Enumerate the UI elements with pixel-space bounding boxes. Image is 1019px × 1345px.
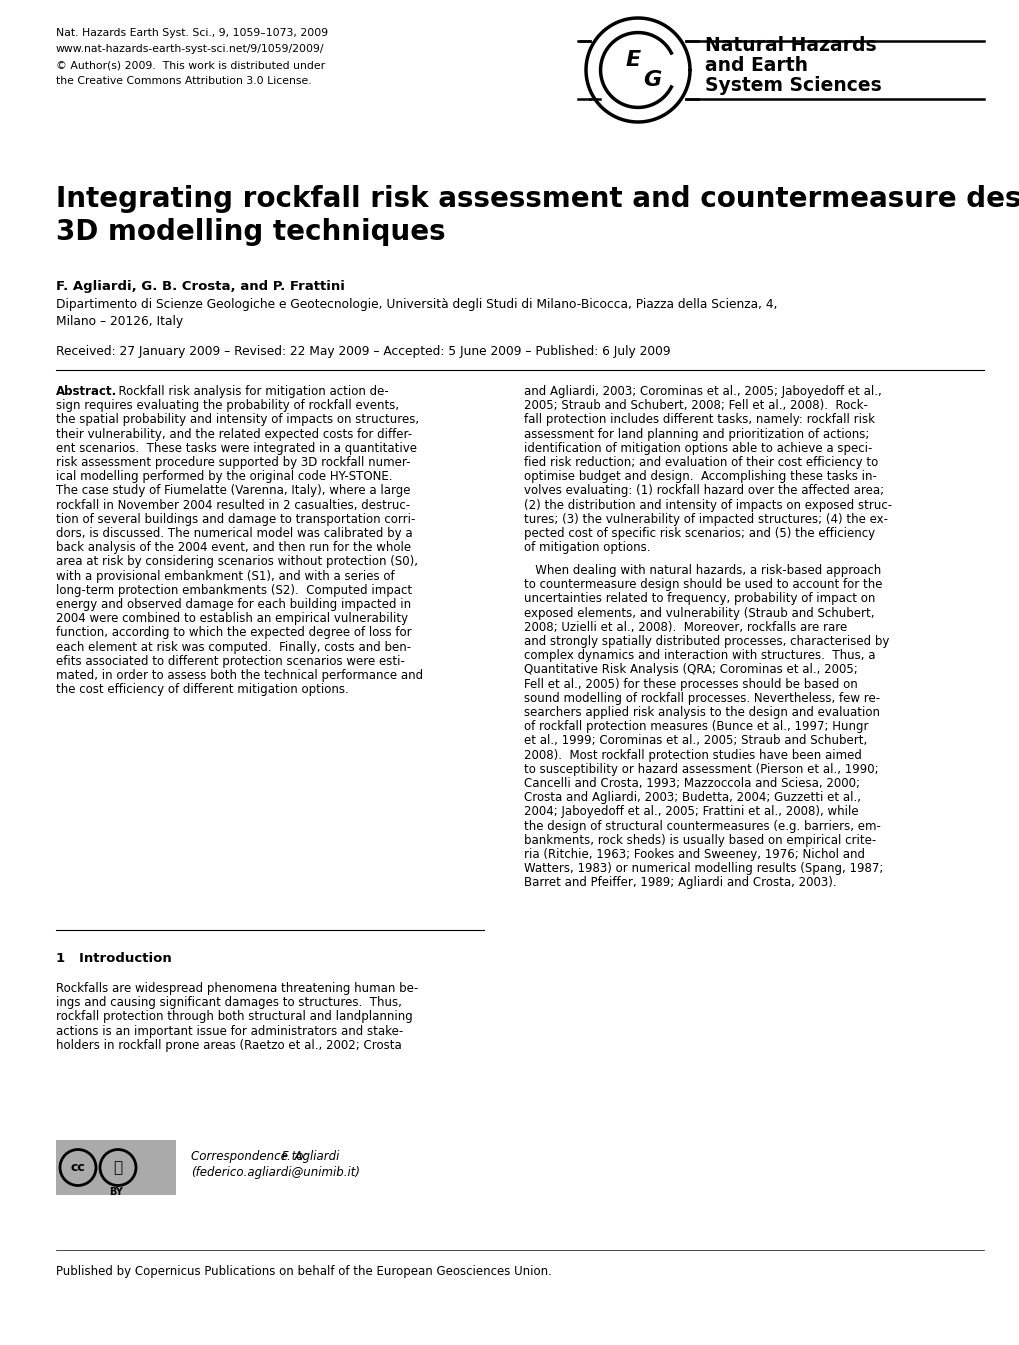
Text: 2004; Jaboyedoff et al., 2005; Frattini et al., 2008), while: 2004; Jaboyedoff et al., 2005; Frattini … [524, 806, 858, 818]
Text: and strongly spatially distributed processes, characterised by: and strongly spatially distributed proce… [524, 635, 889, 648]
Text: ent scenarios.  These tasks were integrated in a quantitative: ent scenarios. These tasks were integrat… [56, 441, 417, 455]
Text: F. Agliardi, G. B. Crosta, and P. Frattini: F. Agliardi, G. B. Crosta, and P. Fratti… [56, 280, 344, 293]
Text: 2008; Uzielli et al., 2008).  Moreover, rockfalls are rare: 2008; Uzielli et al., 2008). Moreover, r… [524, 621, 847, 633]
Text: risk assessment procedure supported by 3D rockfall numer-: risk assessment procedure supported by 3… [56, 456, 410, 469]
Text: Rockfalls are widespread phenomena threatening human be-: Rockfalls are widespread phenomena threa… [56, 982, 418, 995]
Text: each element at risk was computed.  Finally, costs and ben-: each element at risk was computed. Final… [56, 640, 411, 654]
Text: mated, in order to assess both the technical performance and: mated, in order to assess both the techn… [56, 668, 423, 682]
Text: Barret and Pfeiffer, 1989; Agliardi and Crosta, 2003).: Barret and Pfeiffer, 1989; Agliardi and … [524, 877, 836, 889]
Text: ings and causing significant damages to structures.  Thus,: ings and causing significant damages to … [56, 997, 401, 1009]
Text: rockfall in November 2004 resulted in 2 casualties, destruc-: rockfall in November 2004 resulted in 2 … [56, 499, 410, 511]
Text: G: G [642, 70, 660, 90]
Text: F. Agliardi: F. Agliardi [278, 1150, 339, 1163]
Text: assessment for land planning and prioritization of actions;: assessment for land planning and priorit… [524, 428, 868, 441]
Text: Abstract.: Abstract. [56, 385, 117, 398]
Text: tures; (3) the vulnerability of impacted structures; (4) the ex-: tures; (3) the vulnerability of impacted… [524, 512, 888, 526]
Text: actions is an important issue for administrators and stake-: actions is an important issue for admini… [56, 1025, 403, 1037]
Text: the cost efficiency of different mitigation options.: the cost efficiency of different mitigat… [56, 683, 348, 697]
Text: Nat. Hazards Earth Syst. Sci., 9, 1059–1073, 2009: Nat. Hazards Earth Syst. Sci., 9, 1059–1… [56, 28, 328, 38]
Text: bankments, rock sheds) is usually based on empirical crite-: bankments, rock sheds) is usually based … [524, 834, 875, 847]
Text: efits associated to different protection scenarios were esti-: efits associated to different protection… [56, 655, 405, 668]
Text: © Author(s) 2009.  This work is distributed under: © Author(s) 2009. This work is distribut… [56, 61, 325, 70]
Text: (2) the distribution and intensity of impacts on exposed struc-: (2) the distribution and intensity of im… [524, 499, 892, 511]
Text: The case study of Fiumelatte (Varenna, Italy), where a large: The case study of Fiumelatte (Varenna, I… [56, 484, 410, 498]
Text: of mitigation options.: of mitigation options. [524, 541, 650, 554]
Text: optimise budget and design.  Accomplishing these tasks in-: optimise budget and design. Accomplishin… [524, 471, 876, 483]
Text: volves evaluating: (1) rockfall hazard over the affected area;: volves evaluating: (1) rockfall hazard o… [524, 484, 883, 498]
Text: Ⓘ: Ⓘ [113, 1159, 122, 1176]
Text: tion of several buildings and damage to transportation corri-: tion of several buildings and damage to … [56, 512, 415, 526]
Text: (federico.agliardi@unimib.it): (federico.agliardi@unimib.it) [191, 1166, 360, 1180]
Text: exposed elements, and vulnerability (Straub and Schubert,: exposed elements, and vulnerability (Str… [524, 607, 873, 620]
Text: When dealing with natural hazards, a risk-based approach: When dealing with natural hazards, a ris… [524, 564, 880, 577]
Text: sound modelling of rockfall processes. Nevertheless, few re-: sound modelling of rockfall processes. N… [524, 691, 879, 705]
Text: area at risk by considering scenarios without protection (S0),: area at risk by considering scenarios wi… [56, 555, 418, 569]
Text: Milano – 20126, Italy: Milano – 20126, Italy [56, 315, 183, 328]
Text: Quantitative Risk Analysis (QRA; Corominas et al., 2005;: Quantitative Risk Analysis (QRA; Coromin… [524, 663, 857, 677]
Text: long-term protection embankments (S2).  Computed impact: long-term protection embankments (S2). C… [56, 584, 412, 597]
Text: Natural Hazards: Natural Hazards [704, 36, 875, 55]
Text: sign requires evaluating the probability of rockfall events,: sign requires evaluating the probability… [56, 399, 398, 412]
Text: 2008).  Most rockfall protection studies have been aimed: 2008). Most rockfall protection studies … [524, 749, 861, 761]
Text: Rockfall risk analysis for mitigation action de-: Rockfall risk analysis for mitigation ac… [111, 385, 388, 398]
Text: the design of structural countermeasures (e.g. barriers, em-: the design of structural countermeasures… [524, 819, 880, 833]
Text: Cancelli and Crosta, 1993; Mazzoccola and Sciesa, 2000;: Cancelli and Crosta, 1993; Mazzoccola an… [524, 777, 859, 790]
Text: of rockfall protection measures (Bunce et al., 1997; Hungr: of rockfall protection measures (Bunce e… [524, 720, 867, 733]
Text: pected cost of specific risk scenarios; and (5) the efficiency: pected cost of specific risk scenarios; … [524, 527, 874, 539]
Text: identification of mitigation options able to achieve a speci-: identification of mitigation options abl… [524, 441, 871, 455]
Text: fall protection includes different tasks, namely: rockfall risk: fall protection includes different tasks… [524, 413, 874, 426]
Text: BY: BY [109, 1188, 123, 1197]
Text: Published by Copernicus Publications on behalf of the European Geosciences Union: Published by Copernicus Publications on … [56, 1266, 551, 1278]
Text: 1   Introduction: 1 Introduction [56, 952, 171, 964]
Text: the spatial probability and intensity of impacts on structures,: the spatial probability and intensity of… [56, 413, 419, 426]
Text: System Sciences: System Sciences [704, 77, 880, 95]
Text: Fell et al., 2005) for these processes should be based on: Fell et al., 2005) for these processes s… [524, 678, 857, 690]
Text: ria (Ritchie, 1963; Fookes and Sweeney, 1976; Nichol and: ria (Ritchie, 1963; Fookes and Sweeney, … [524, 847, 864, 861]
Text: fied risk reduction; and evaluation of their cost efficiency to: fied risk reduction; and evaluation of t… [524, 456, 877, 469]
Text: Crosta and Agliardi, 2003; Budetta, 2004; Guzzetti et al.,: Crosta and Agliardi, 2003; Budetta, 2004… [524, 791, 860, 804]
Text: to susceptibility or hazard assessment (Pierson et al., 1990;: to susceptibility or hazard assessment (… [524, 763, 877, 776]
Text: Watters, 1983) or numerical modelling results (Spang, 1987;: Watters, 1983) or numerical modelling re… [524, 862, 882, 876]
Text: Received: 27 January 2009 – Revised: 22 May 2009 – Accepted: 5 June 2009 – Publi: Received: 27 January 2009 – Revised: 22 … [56, 346, 669, 358]
Text: searchers applied risk analysis to the design and evaluation: searchers applied risk analysis to the d… [524, 706, 879, 720]
Text: and Earth: and Earth [704, 56, 807, 75]
Text: the Creative Commons Attribution 3.0 License.: the Creative Commons Attribution 3.0 Lic… [56, 77, 312, 86]
Text: energy and observed damage for each building impacted in: energy and observed damage for each buil… [56, 599, 411, 611]
Text: 2005; Straub and Schubert, 2008; Fell et al., 2008).  Rock-: 2005; Straub and Schubert, 2008; Fell et… [524, 399, 867, 412]
Bar [56, 1141, 176, 1194]
Text: rockfall protection through both structural and landplanning: rockfall protection through both structu… [56, 1010, 413, 1024]
Text: ical modelling performed by the original code HY-STONE.: ical modelling performed by the original… [56, 471, 392, 483]
Text: holders in rockfall prone areas (Raetzo et al., 2002; Crosta: holders in rockfall prone areas (Raetzo … [56, 1038, 401, 1052]
Text: cc: cc [70, 1161, 86, 1174]
Text: Dipartimento di Scienze Geologiche e Geotecnologie, Università degli Studi di Mi: Dipartimento di Scienze Geologiche e Geo… [56, 299, 776, 311]
Text: E: E [625, 50, 640, 70]
Text: 2004 were combined to establish an empirical vulnerability: 2004 were combined to establish an empir… [56, 612, 408, 625]
Text: Correspondence to:: Correspondence to: [191, 1150, 307, 1163]
Text: uncertainties related to frequency, probability of impact on: uncertainties related to frequency, prob… [524, 592, 874, 605]
Text: www.nat-hazards-earth-syst-sci.net/9/1059/2009/: www.nat-hazards-earth-syst-sci.net/9/105… [56, 44, 324, 54]
Text: complex dynamics and interaction with structures.  Thus, a: complex dynamics and interaction with st… [524, 650, 874, 662]
Text: to countermeasure design should be used to account for the: to countermeasure design should be used … [524, 578, 881, 590]
Text: their vulnerability, and the related expected costs for differ-: their vulnerability, and the related exp… [56, 428, 412, 441]
Text: with a provisional embankment (S1), and with a series of: with a provisional embankment (S1), and … [56, 569, 394, 582]
Text: et al., 1999; Corominas et al., 2005; Straub and Schubert,: et al., 1999; Corominas et al., 2005; St… [524, 734, 866, 748]
Text: Integrating rockfall risk assessment and countermeasure design by
3D modelling t: Integrating rockfall risk assessment and… [56, 186, 1019, 246]
Text: and Agliardi, 2003; Corominas et al., 2005; Jaboyedoff et al.,: and Agliardi, 2003; Corominas et al., 20… [524, 385, 880, 398]
Text: back analysis of the 2004 event, and then run for the whole: back analysis of the 2004 event, and the… [56, 541, 411, 554]
Text: function, according to which the expected degree of loss for: function, according to which the expecte… [56, 627, 412, 639]
Text: dors, is discussed. The numerical model was calibrated by a: dors, is discussed. The numerical model … [56, 527, 413, 539]
